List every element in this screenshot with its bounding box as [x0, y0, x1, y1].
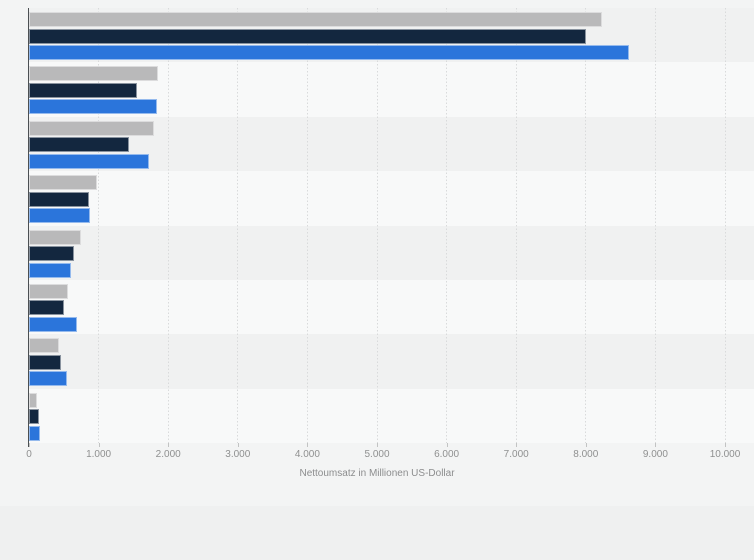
bar-series-dark-blue[interactable]	[29, 82, 137, 98]
x-axis-tick-label: 1.000	[86, 449, 112, 460]
x-axis-tick	[725, 443, 726, 447]
bar-series-dark-blue[interactable]	[29, 300, 65, 316]
gridline	[306, 8, 308, 443]
bar-series-dark-blue[interactable]	[29, 409, 40, 425]
x-axis-tick-label: 7.000	[503, 449, 529, 460]
x-axis-tick-label: 0	[26, 449, 32, 460]
bar-series-gray[interactable]	[29, 175, 98, 191]
x-axis-tick	[585, 443, 587, 447]
category-band	[29, 334, 754, 389]
bar-series-gray[interactable]	[29, 283, 68, 299]
bar-series-dark-blue[interactable]	[29, 354, 61, 370]
bar-series-dark-blue[interactable]	[29, 28, 586, 44]
gridline	[446, 8, 448, 443]
x-axis-title: Nettoumsatz in Millionen US-Dollar	[299, 468, 455, 479]
x-axis-tick	[98, 443, 100, 447]
x-axis-tick-label: 2.000	[155, 449, 181, 460]
x-axis-tick	[516, 443, 518, 447]
gridline	[724, 8, 726, 443]
bar-series-gray[interactable]	[29, 338, 59, 354]
bar-series-dark-blue[interactable]	[29, 137, 130, 153]
x-axis-tick-label: 8.000	[573, 449, 599, 460]
x-axis-tick-label: 10.000	[709, 449, 741, 460]
x-axis-tick-label: 6.000	[434, 449, 460, 460]
bar-series-dark-blue[interactable]	[29, 191, 90, 207]
bar-series-blue[interactable]	[29, 45, 629, 60]
bar-series-gray[interactable]	[29, 392, 38, 408]
bar-series-blue[interactable]	[29, 99, 158, 115]
gridline	[585, 8, 587, 443]
x-axis-tick	[655, 443, 657, 447]
gridline	[237, 8, 239, 443]
bar-series-gray[interactable]	[29, 120, 154, 136]
x-axis-tick-label: 4.000	[294, 449, 320, 460]
x-axis-tick	[377, 443, 378, 447]
bar-series-gray[interactable]	[29, 66, 159, 82]
y-axis-line	[27, 8, 29, 447]
x-axis-tick-label: 5.000	[364, 449, 390, 460]
bar-series-blue[interactable]	[29, 208, 91, 224]
x-axis-tick	[237, 443, 239, 447]
chart-canvas: 0 1.000 2.000 3.000 4.000 5.000 6.000 7.000 8.00…	[26, 8, 754, 479]
x-axis-tick-label: 9.000	[642, 449, 668, 460]
gridline	[376, 8, 378, 443]
x-axis-tick	[29, 443, 30, 447]
bar-series-blue[interactable]	[29, 316, 78, 332]
bar-series-dark-blue[interactable]	[29, 246, 74, 261]
bar-series-blue[interactable]	[29, 262, 72, 278]
bar-series-gray[interactable]	[29, 229, 81, 245]
plot-area	[29, 8, 754, 443]
x-axis-tick	[307, 443, 309, 447]
category-band	[29, 388, 754, 443]
category-band	[29, 279, 754, 335]
x-axis-tick	[446, 443, 448, 447]
bar-series-blue[interactable]	[29, 153, 150, 169]
bar-series-gray[interactable]	[29, 12, 602, 27]
x-axis-tick-label: 3.000	[225, 449, 251, 460]
bar-series-blue[interactable]	[29, 371, 68, 387]
category-band	[29, 225, 754, 280]
category-band	[29, 171, 754, 226]
gridline	[515, 8, 517, 443]
gridline	[167, 8, 169, 443]
gridline	[654, 8, 656, 443]
x-axis-tick	[168, 443, 170, 447]
gridline	[98, 8, 100, 443]
bar-series-blue[interactable]	[29, 425, 40, 441]
